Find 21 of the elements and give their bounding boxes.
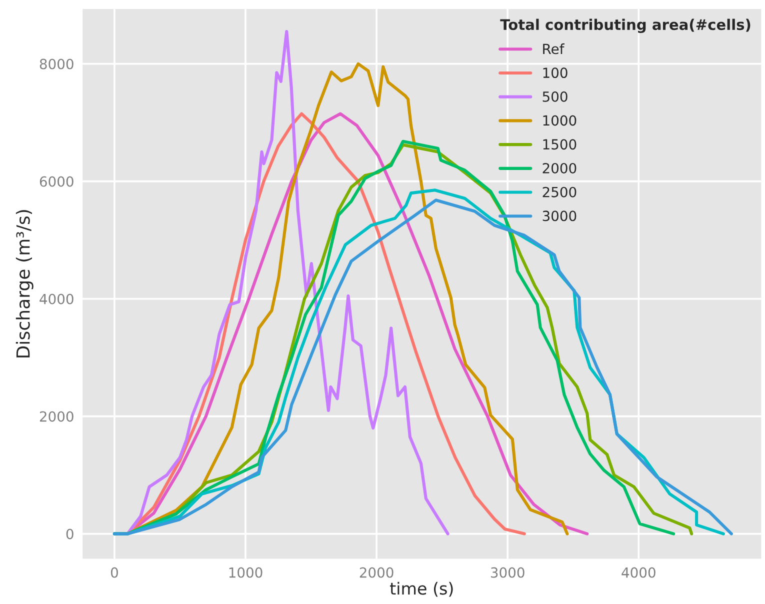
legend-label: 1000 xyxy=(543,115,576,126)
legend-label: Ref xyxy=(543,43,564,54)
legend-label: 2000 xyxy=(542,162,576,174)
y-tick-label: 8000 xyxy=(40,58,74,70)
x-tick-label: 2000 xyxy=(360,567,394,578)
x-tick-label: 3000 xyxy=(490,567,524,578)
y-tick-label: 0 xyxy=(66,528,74,540)
x-axis-title: time (s) xyxy=(390,582,453,597)
legend-label: 100 xyxy=(543,68,568,78)
y-tick-label: 6000 xyxy=(40,176,74,187)
x-tick-label: 4000 xyxy=(622,567,656,578)
legend-label: 3000 xyxy=(542,210,576,222)
y-axis-title: Discharge (m³/s) xyxy=(16,210,34,358)
legend-label: 500 xyxy=(542,91,568,102)
legend-label: 2500 xyxy=(542,186,576,198)
x-tick-label: 0 xyxy=(110,567,118,578)
y-tick-label: 2000 xyxy=(40,411,74,422)
legend-label: 1500 xyxy=(543,139,576,150)
legend-title: Total contributing area(#cells) xyxy=(500,18,750,34)
x-tick-label: 1000 xyxy=(229,567,262,578)
y-tick-label: 4000 xyxy=(40,294,74,304)
